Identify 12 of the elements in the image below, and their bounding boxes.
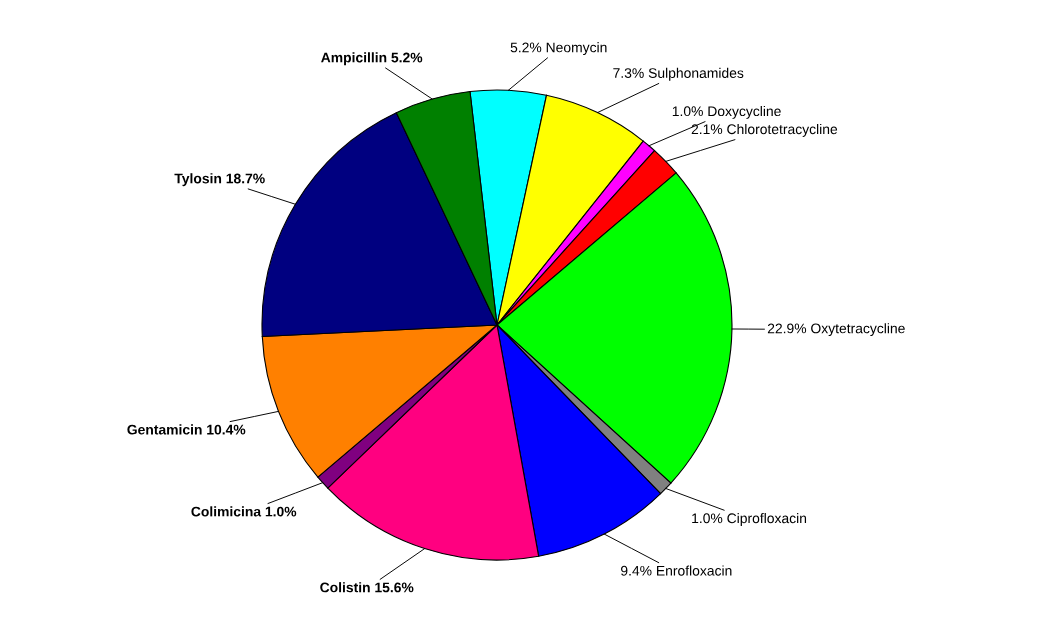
- slice-label: 2.1% Chlorotetracycline: [691, 123, 838, 137]
- slice-label: Gentamicin 10.4%: [127, 424, 246, 435]
- slice-label: 5.2% Neomycin: [510, 42, 607, 56]
- slice-label: 1.0% Doxycycline: [672, 105, 781, 119]
- slice-label: 22.9% Oxytetracycline: [767, 323, 905, 337]
- slice-label: 9.4% Enrofloxacin: [621, 565, 732, 576]
- slice-label: Ampicillin 5.2%: [321, 52, 423, 66]
- slice-label: 7.3% Sulphonamides: [613, 67, 744, 81]
- slice-label: Colimicina 1.0%: [191, 506, 297, 517]
- slice-label: 1.0% Ciprofloxacin: [692, 513, 807, 526]
- slice-label: Tylosin 18.7%: [174, 173, 265, 187]
- slice-label: Colistin 15.6%: [320, 582, 414, 593]
